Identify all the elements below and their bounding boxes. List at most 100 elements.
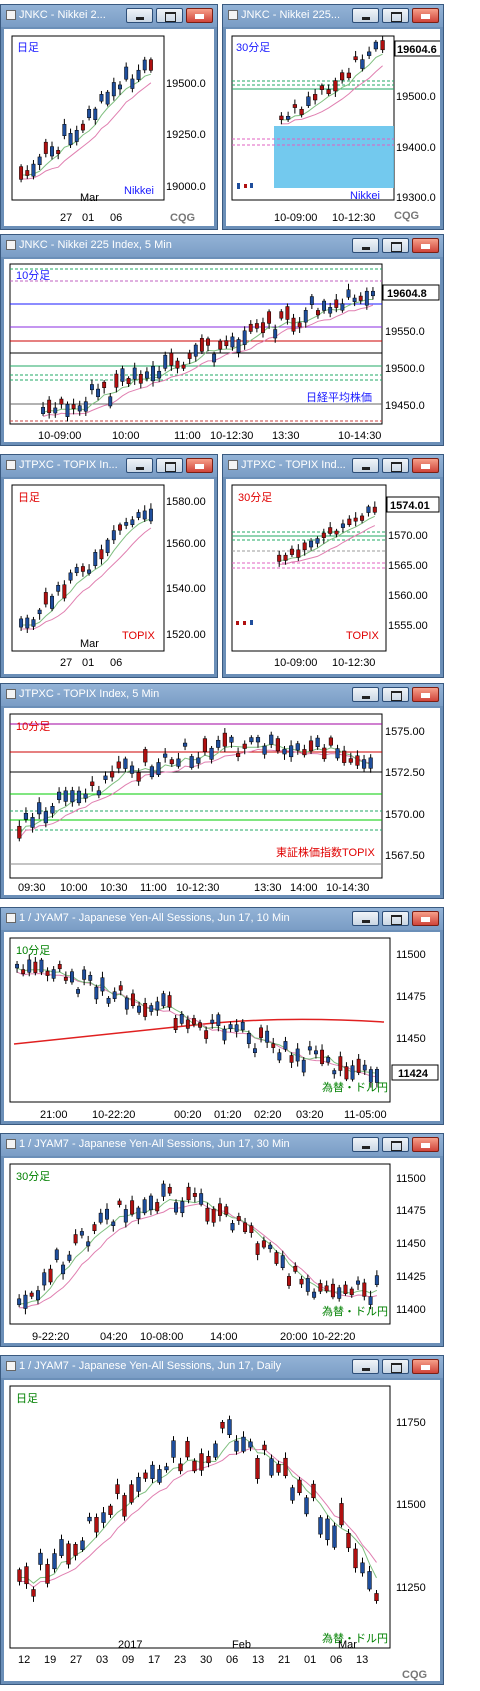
maximize-button[interactable] [156, 8, 183, 23]
candle-body [94, 986, 99, 1000]
minimize-button[interactable] [126, 458, 153, 473]
minimize-button[interactable] [352, 1137, 379, 1152]
close-button[interactable] [412, 238, 439, 253]
x-tick: 03 [96, 1654, 108, 1666]
close-button[interactable] [186, 458, 213, 473]
maximize-button[interactable] [382, 458, 409, 473]
candle-body [87, 109, 92, 119]
chart-area[interactable]: 30分足 Nikkei 19604.6 19500.0 19400.0 1930… [226, 29, 440, 226]
candle-body [70, 790, 75, 803]
window-nikkei-30min[interactable]: JNKC - Nikkei 225... 30分足 Nikkei 19604.6… [222, 4, 444, 230]
title-bar[interactable]: JTPXC - TOPIX Index, 5 Min [1, 684, 443, 706]
chart-area[interactable]: 10分足 東証株価指数TOPIX 1575.00 1572.50 1570.00… [4, 708, 440, 895]
candle-body [297, 1479, 302, 1493]
candle-body [123, 1209, 128, 1223]
minimize-button[interactable] [352, 8, 379, 23]
window-yen-daily[interactable]: 1 / JYAM7 - Japanese Yen-All Sessions, J… [0, 1355, 444, 1685]
window-yen-30min[interactable]: 1 / JYAM7 - Japanese Yen-All Sessions, J… [0, 1133, 444, 1347]
title-bar[interactable]: JNKC - Nikkei 2... [1, 5, 217, 27]
chart-area[interactable]: 30分足 TOPIX 1574.01 1570.00 1565.00 1560.… [226, 479, 440, 674]
selection-box[interactable] [274, 126, 394, 188]
window-nikkei-daily[interactable]: JNKC - Nikkei 2... 日足 Nikkei 19500.0 192… [0, 4, 218, 230]
close-button[interactable] [412, 458, 439, 473]
title-bar[interactable]: JTPXC - TOPIX Ind... [223, 455, 443, 477]
candle-body [111, 82, 116, 97]
candle-body [173, 1018, 178, 1031]
maximize-button[interactable] [156, 458, 183, 473]
candle-body [337, 1287, 342, 1299]
period-label: 10分足 [16, 269, 50, 282]
window-topix-30min[interactable]: JTPXC - TOPIX Ind... 30分足 TOPIX 1574.01 … [222, 454, 444, 678]
candle-body [163, 753, 168, 758]
maximize-button[interactable] [382, 238, 409, 253]
close-button[interactable] [412, 1137, 439, 1152]
last-price: 19604.8 [387, 288, 427, 300]
title-bar[interactable]: 1 / JYAM7 - Japanese Yen-All Sessions, J… [1, 1356, 443, 1378]
candle-body [157, 370, 162, 379]
x-tick: 10-09:00 [38, 430, 81, 442]
window-topix-daily[interactable]: JTPXC - TOPIX In... 日足 TOPIX 1580.00 156… [0, 454, 218, 678]
instrument-label: Nikkei [350, 190, 380, 202]
candle-body [249, 1225, 254, 1233]
maximize-button[interactable] [382, 1359, 409, 1374]
title-bar[interactable]: 1 / JYAM7 - Japanese Yen-All Sessions, J… [1, 1134, 443, 1156]
candle-body [108, 1505, 113, 1515]
candle-body [186, 1186, 191, 1201]
close-button[interactable] [412, 8, 439, 23]
minimize-button[interactable] [352, 911, 379, 926]
title-bar[interactable]: JNKC - Nikkei 225 Index, 5 Min [1, 235, 443, 257]
moving-average-line [16, 971, 377, 1078]
candle-body [39, 959, 44, 973]
candle-body [306, 96, 311, 106]
maximize-button[interactable] [382, 911, 409, 926]
candle-body [358, 295, 363, 301]
candle-body [296, 549, 301, 558]
candle-body [315, 538, 320, 544]
x-tick: 04:20 [100, 1331, 128, 1343]
candle-body [340, 303, 345, 311]
candle-body [63, 977, 68, 981]
maximize-button[interactable] [382, 1137, 409, 1152]
candle-body [242, 743, 247, 749]
minimize-button[interactable] [352, 458, 379, 473]
candle-body [96, 388, 100, 398]
title-bar[interactable]: 1 / JYAM7 - Japanese Yen-All Sessions, J… [1, 908, 443, 930]
y-tick: 11475 [396, 1205, 426, 1217]
minimize-button[interactable] [352, 1359, 379, 1374]
x-month-label: Mar [338, 1639, 357, 1651]
candle-body [89, 384, 94, 391]
maximize-button[interactable] [382, 8, 409, 23]
candle-body [193, 344, 198, 357]
chart-area[interactable]: 日足 為替・ドル円 11750 11500 11250 2017 Feb Mar… [4, 1380, 440, 1681]
close-button[interactable] [186, 8, 213, 23]
window-yen-10min[interactable]: 1 / JYAM7 - Japanese Yen-All Sessions, J… [0, 907, 444, 1125]
y-tick: 19500.0 [385, 363, 425, 375]
period-label: 30分足 [236, 41, 270, 54]
window-topix-5min[interactable]: JTPXC - TOPIX Index, 5 Min 10分足 東証株価指数TO… [0, 683, 444, 899]
y-tick: 11450 [396, 1033, 426, 1045]
minimize-button[interactable] [352, 238, 379, 253]
instrument-label: 日経平均株価 [306, 390, 372, 404]
chart-area[interactable]: 日足 Nikkei 19500.0 19250.0 19000.0 Mar 27… [4, 29, 214, 226]
candle-body [111, 530, 116, 541]
maximize-button[interactable] [382, 687, 409, 702]
chart-area[interactable]: 10分足 為替・ドル円 11500 11475 11450 11424 21:0… [4, 932, 440, 1121]
close-button[interactable] [412, 687, 439, 702]
chart-area[interactable]: 日足 TOPIX 1580.00 1560.00 1540.00 1520.00… [4, 479, 214, 674]
window-nikkei-5min[interactable]: JNKC - Nikkei 225 Index, 5 Min 10分足 日経平均… [0, 234, 444, 446]
minimize-icon [362, 696, 370, 699]
close-button[interactable] [412, 1359, 439, 1374]
candle-body [122, 1495, 127, 1517]
close-icon [421, 1365, 430, 1370]
close-button[interactable] [412, 911, 439, 926]
chart-area[interactable]: 30分足 為替・ドル円 11500 11475 11450 11425 1140… [4, 1158, 440, 1343]
chart-area[interactable]: 10分足 日経平均株価 19604.8 19550.0 19500.0 1945… [4, 259, 440, 442]
minimize-button[interactable] [352, 687, 379, 702]
candle-body [204, 1030, 209, 1039]
minimize-button[interactable] [126, 8, 153, 23]
title-bar[interactable]: JTPXC - TOPIX In... [1, 455, 217, 477]
title-bar[interactable]: JNKC - Nikkei 225... [223, 5, 443, 27]
candle-body [148, 508, 153, 522]
close-icon [195, 464, 204, 469]
candle-body [302, 749, 307, 756]
